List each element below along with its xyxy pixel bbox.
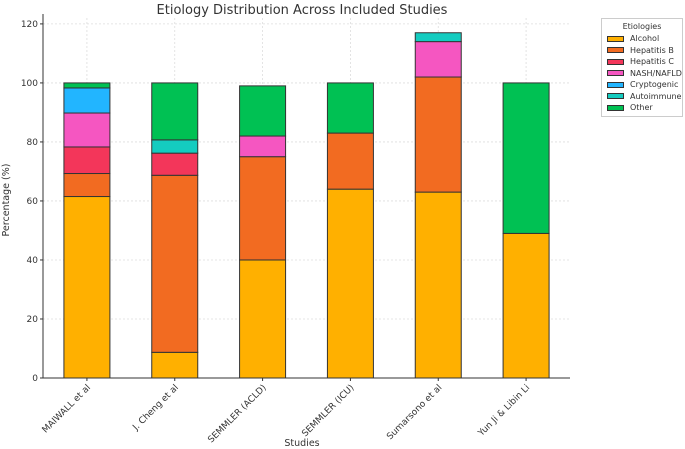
- x-ticks: MAIWALL et al J. Cheng et al SEMMLER (ACLD…: [41, 378, 532, 445]
- gridlines: [43, 18, 570, 379]
- bar-segment-alcohol: [151, 351, 199, 379]
- bar-segment-hepatitis-c: [63, 146, 111, 175]
- legend-item: NASH/NAFLD: [602, 68, 682, 80]
- y-tick-label: 100: [21, 79, 38, 89]
- y-tick-label: 80: [27, 138, 39, 148]
- axes: [42, 14, 570, 379]
- legend-label: Autoimmune: [630, 91, 682, 101]
- chart-title: Etiology Distribution Across Included St…: [157, 3, 448, 18]
- bar-segment-alcohol: [63, 196, 111, 379]
- bar-segment-other: [502, 82, 550, 234]
- legend-swatch: [607, 47, 624, 54]
- x-tick-label: Yun Ji & Libin Li: [476, 383, 532, 439]
- y-tick-label: 20: [27, 315, 39, 325]
- bars: [63, 32, 550, 379]
- bar-segment-alcohol: [414, 191, 462, 379]
- legend-label: Cryptogenic: [630, 80, 679, 90]
- x-tick-label: Sumarsono et al: [385, 383, 444, 442]
- legend-swatch: [607, 58, 624, 65]
- bar-segment-cryptogenic: [63, 87, 111, 114]
- bar-segment-hepatitis-b: [414, 76, 462, 193]
- bar-segment-other: [239, 85, 287, 137]
- legend-swatch: [607, 104, 624, 111]
- y-axis-label: Percentage (%): [1, 164, 12, 237]
- bar-segment-autoimmune: [151, 139, 199, 154]
- bar-segment-alcohol: [326, 188, 374, 379]
- legend-label: Hepatitis B: [630, 45, 674, 55]
- legend-title: Etiologies: [622, 22, 662, 31]
- legend-label: Alcohol: [630, 34, 660, 44]
- bar-segment-nash-nafld: [63, 112, 111, 148]
- legend-swatch: [607, 93, 624, 100]
- bar-segment-alcohol: [502, 232, 550, 379]
- legend: Etiologies Alcohol Hepatitis B Hepatitis C…: [601, 18, 683, 117]
- legend-swatch: [607, 81, 624, 88]
- legend-item: Hepatitis C: [602, 56, 682, 68]
- bar-segment-alcohol: [239, 259, 287, 379]
- legend-swatch: [607, 70, 624, 77]
- legend-label: NASH/NAFLD: [630, 68, 682, 78]
- x-tick-label: SEMMLER (ACLD): [206, 383, 268, 445]
- bar-segment-nash-nafld: [414, 41, 462, 78]
- bar-segment-other: [63, 82, 111, 89]
- y-tick-label: 0: [32, 374, 38, 384]
- y-tick-label: 120: [21, 20, 38, 30]
- bar-segment-hepatitis-b: [239, 156, 287, 261]
- x-axis-label: Studies: [284, 438, 319, 449]
- bar-segment-hepatitis-b: [63, 173, 111, 198]
- legend-item: Cryptogenic: [602, 79, 682, 91]
- bar-segment-hepatitis-b: [326, 132, 374, 190]
- bar-segment-nash-nafld: [239, 135, 287, 158]
- bar-segment-hepatitis-b: [151, 174, 199, 353]
- bar-segment-other: [151, 82, 199, 141]
- x-tick-label: MAIWALL et al: [41, 383, 93, 435]
- y-ticks: 0 20 40 60 80 100 120: [21, 20, 43, 384]
- x-tick-label: SEMMLER (ICU): [300, 383, 356, 439]
- legend-label: Hepatitis C: [630, 57, 674, 67]
- legend-item: Alcohol: [602, 33, 682, 45]
- y-tick-label: 40: [27, 256, 39, 266]
- legend-item: Hepatitis B: [602, 45, 682, 57]
- legend-item: Other: [602, 102, 682, 114]
- y-tick-label: 60: [27, 197, 39, 207]
- legend-item: Autoimmune: [602, 91, 682, 103]
- x-tick-label: J. Cheng et al: [131, 383, 181, 433]
- legend-swatch: [607, 35, 624, 42]
- bar-segment-hepatitis-c: [151, 152, 199, 176]
- bar-segment-autoimmune: [414, 32, 462, 43]
- bar-segment-other: [326, 82, 374, 134]
- legend-label: Other: [630, 103, 653, 113]
